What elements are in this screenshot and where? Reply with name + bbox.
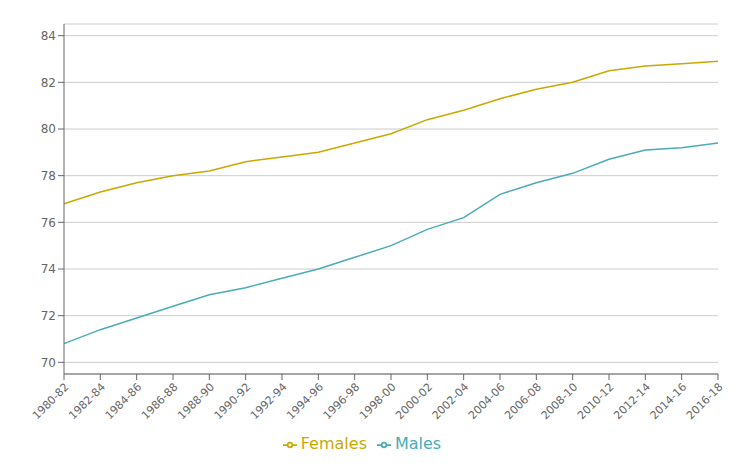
svg-text:2012-14: 2012-14 [611,380,653,422]
svg-text:1996-98: 1996-98 [321,380,363,422]
svg-text:1992-94: 1992-94 [248,380,290,422]
svg-text:70: 70 [41,356,56,370]
svg-text:1984-86: 1984-86 [103,380,145,422]
svg-text:2014-16: 2014-16 [648,380,690,422]
svg-text:1982-84: 1982-84 [66,380,108,422]
svg-text:1990-92: 1990-92 [212,380,254,422]
svg-text:1980-82: 1980-82 [30,380,72,422]
svg-text:84: 84 [41,29,56,43]
svg-text:2002-04: 2002-04 [430,380,472,422]
svg-text:76: 76 [41,216,56,230]
svg-text:2010-12: 2010-12 [575,380,617,422]
svg-text:78: 78 [41,169,56,183]
svg-text:82: 82 [41,76,56,90]
svg-text:2000-02: 2000-02 [393,380,435,422]
html-text:Females: Females [300,434,367,453]
svg-text:1986-88: 1986-88 [139,380,181,422]
svg-text:1998-00: 1998-00 [357,380,399,422]
svg-text:1988-90: 1988-90 [175,380,217,422]
svg-text:2008-10: 2008-10 [539,380,581,422]
svg-text:80: 80 [41,122,56,136]
html-text:Males: Males [395,434,442,453]
svg-text:1994-96: 1994-96 [284,380,326,422]
svg-text:2016-18: 2016-18 [684,380,726,422]
svg-text:2004-06: 2004-06 [466,380,508,422]
svg-text:74: 74 [41,262,56,276]
svg-text:2006-08: 2006-08 [502,380,544,422]
svg-text:72: 72 [41,309,56,323]
